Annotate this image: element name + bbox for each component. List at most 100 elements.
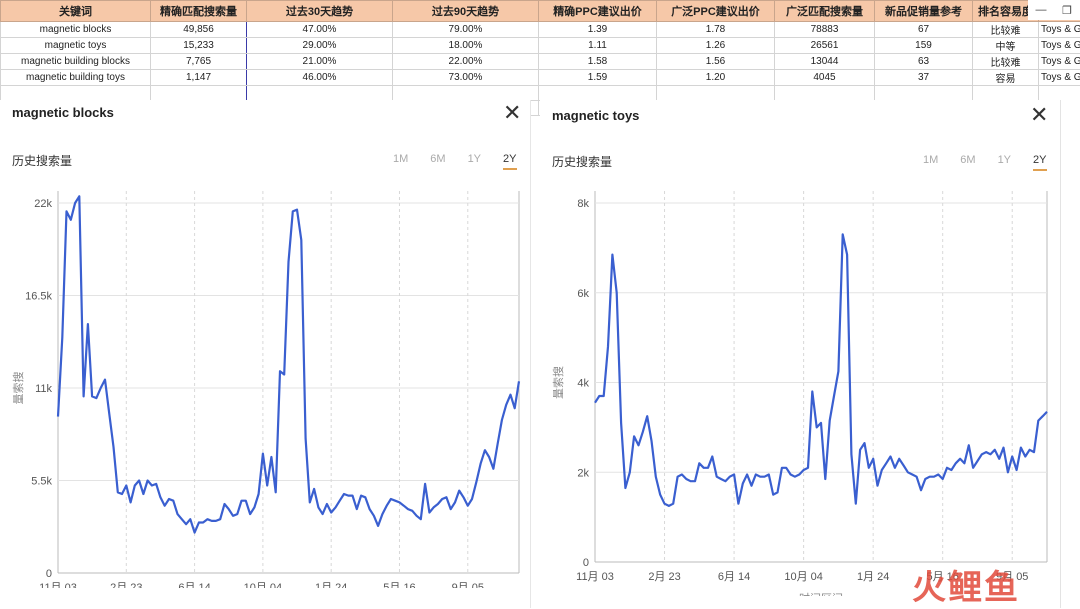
- table-cell[interactable]: 1.39: [539, 22, 657, 38]
- spreadsheet: 关键词 精确匹配搜索量 过去30天趋势 过去90天趋势 精确PPC建议出价 广泛…: [0, 0, 1080, 100]
- window-controls: — ❐: [1028, 0, 1080, 20]
- x-tick-label: 5月 16: [383, 582, 415, 588]
- close-icon[interactable]: ✕: [1030, 104, 1048, 126]
- table-cell[interactable]: 比较难: [973, 22, 1039, 38]
- tab-1m[interactable]: 1M: [923, 154, 938, 171]
- x-tick-label: 2月 23: [110, 582, 142, 588]
- table-cell[interactable]: [657, 86, 775, 101]
- table-cell[interactable]: 46.00%: [247, 70, 393, 86]
- table-cell[interactable]: [1039, 86, 1080, 101]
- table-cell[interactable]: 中等: [973, 38, 1039, 54]
- y-tick-label: 2k: [577, 467, 589, 479]
- table-cell[interactable]: 1.20: [657, 70, 775, 86]
- table-cell[interactable]: 26561: [775, 38, 875, 54]
- table-cell[interactable]: 37: [875, 70, 973, 86]
- col-header[interactable]: 广泛PPC建议出价: [657, 1, 775, 22]
- keyword-table: 关键词 精确匹配搜索量 过去30天趋势 过去90天趋势 精确PPC建议出价 广泛…: [0, 0, 1080, 116]
- table-header-row: 关键词 精确匹配搜索量 过去30天趋势 过去90天趋势 精确PPC建议出价 广泛…: [1, 1, 1080, 22]
- table-cell[interactable]: 21.00%: [247, 54, 393, 70]
- watermark-logo: 火鲤鱼: [912, 560, 1020, 609]
- table-cell[interactable]: 22.00%: [393, 54, 539, 70]
- y-tick-label: 11k: [35, 383, 52, 395]
- table-cell[interactable]: 1.78: [657, 22, 775, 38]
- range-tabs: 1M 6M 1Y 2Y: [393, 153, 517, 170]
- y-tick-label: 8k: [577, 198, 589, 210]
- x-tick-label: 1月 24: [315, 582, 347, 588]
- table-cell[interactable]: 15,233: [151, 38, 247, 54]
- table-cell[interactable]: 67: [875, 22, 973, 38]
- table-cell[interactable]: [393, 86, 539, 101]
- scroll-strip[interactable]: [1060, 100, 1080, 608]
- table-cell[interactable]: 容易: [973, 70, 1039, 86]
- table-cell[interactable]: 63: [875, 54, 973, 70]
- table-cell[interactable]: 18.00%: [393, 38, 539, 54]
- table-cell[interactable]: 1.26: [657, 38, 775, 54]
- y-axis-label: 量索搜: [11, 372, 25, 405]
- table-cell[interactable]: [775, 86, 875, 101]
- col-header[interactable]: 精确匹配搜索量: [151, 1, 247, 22]
- tab-2y[interactable]: 2Y: [1033, 154, 1046, 171]
- table-cell[interactable]: 4045: [775, 70, 875, 86]
- x-tick-label: 10月 04: [784, 571, 823, 583]
- table-cell[interactable]: Toys & Games: [1039, 54, 1080, 70]
- col-header[interactable]: 过去90天趋势: [393, 1, 539, 22]
- x-tick-label: 10月 04: [244, 582, 283, 588]
- table-cell[interactable]: 1.59: [539, 70, 657, 86]
- tab-6m[interactable]: 6M: [430, 153, 445, 170]
- table-cell[interactable]: 47.00%: [247, 22, 393, 38]
- table-cell[interactable]: magnetic building toys: [1, 70, 151, 86]
- tab-1y[interactable]: 1Y: [998, 154, 1011, 171]
- col-header[interactable]: 精确PPC建议出价: [539, 1, 657, 22]
- table-cell[interactable]: 1.56: [657, 54, 775, 70]
- table-cell[interactable]: 49,856: [151, 22, 247, 38]
- table-cell[interactable]: 1.58: [539, 54, 657, 70]
- series-line: [58, 196, 519, 532]
- section-label: 历史搜索量: [12, 152, 72, 169]
- section-label: 历史搜索量: [552, 153, 612, 170]
- table-cell[interactable]: [247, 86, 393, 101]
- table-cell[interactable]: 79.00%: [393, 22, 539, 38]
- table-cell[interactable]: 比较难: [973, 54, 1039, 70]
- table-cell[interactable]: [973, 86, 1039, 101]
- tab-1y[interactable]: 1Y: [468, 153, 481, 170]
- restore-icon[interactable]: ❐: [1054, 0, 1080, 20]
- col-header[interactable]: 过去30天趋势: [247, 1, 393, 22]
- table-cell[interactable]: 7,765: [151, 54, 247, 70]
- table-cell[interactable]: Toys & Games: [1039, 70, 1080, 86]
- y-axis-label: 量索搜: [551, 366, 565, 399]
- table-cell[interactable]: magnetic blocks: [1, 22, 151, 38]
- x-tick-label: 1月 24: [857, 571, 889, 583]
- table-cell[interactable]: 159: [875, 38, 973, 54]
- table-cell[interactable]: magnetic building blocks: [1, 54, 151, 70]
- table-cell[interactable]: [539, 86, 657, 101]
- range-tabs: 1M 6M 1Y 2Y: [923, 154, 1047, 171]
- x-axis-label: 时间区间: [799, 592, 843, 596]
- tab-6m[interactable]: 6M: [960, 154, 975, 171]
- table-cell[interactable]: 29.00%: [247, 38, 393, 54]
- tab-1m[interactable]: 1M: [393, 153, 408, 170]
- table-cell[interactable]: [875, 86, 973, 101]
- table-cell[interactable]: [1, 86, 151, 101]
- col-header[interactable]: 广泛匹配搜索量: [775, 1, 875, 22]
- close-icon[interactable]: ✕: [503, 102, 521, 124]
- table-cell[interactable]: 1.11: [539, 38, 657, 54]
- table-cell[interactable]: magnetic toys: [1, 38, 151, 54]
- table-cell[interactable]: Toys & Games: Home: [1039, 38, 1080, 54]
- minimize-icon[interactable]: —: [1028, 0, 1054, 20]
- x-tick-label: 11月 03: [39, 582, 77, 588]
- col-header[interactable]: 新品促销量参考: [875, 1, 973, 22]
- table-cell[interactable]: [151, 86, 247, 101]
- tab-2y[interactable]: 2Y: [503, 153, 516, 170]
- table-cell[interactable]: 1,147: [151, 70, 247, 86]
- table-cell[interactable]: 73.00%: [393, 70, 539, 86]
- col-header[interactable]: 关键词: [1, 1, 151, 22]
- panel-title: magnetic blocks: [12, 105, 114, 120]
- table-cell[interactable]: Toys & Games: [1039, 22, 1080, 38]
- table-cell[interactable]: 78883: [775, 22, 875, 38]
- y-tick-label: 5.5k: [31, 476, 52, 488]
- table-cell[interactable]: 13044: [775, 54, 875, 70]
